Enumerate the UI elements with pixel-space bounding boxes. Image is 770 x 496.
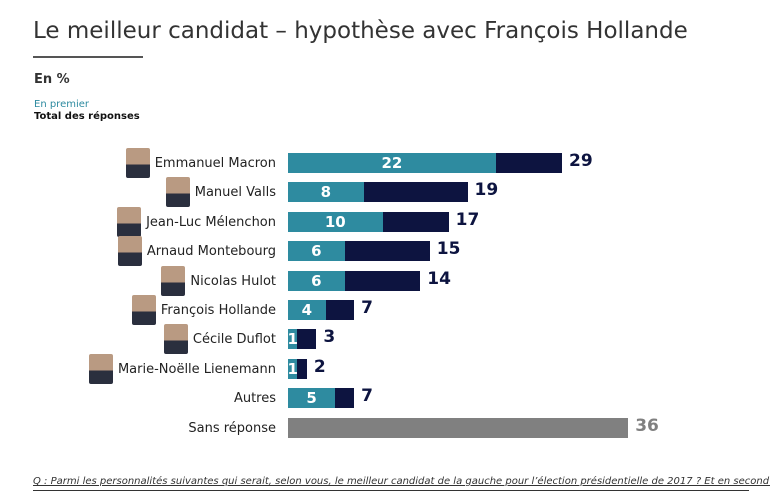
category-label: Manuel Valls [165, 177, 276, 207]
bar-row: Nicolas Hulot 6 14 [0, 266, 770, 296]
bar-first: 1 [287, 329, 298, 349]
bar-first: 5 [288, 388, 336, 408]
bar-row: Sans réponse 36 [0, 415, 770, 441]
category-name: Manuel Valls [194, 184, 276, 200]
chart-title: Le meilleur candidat – hypothèse avec Fr… [33, 18, 688, 44]
legend-first: En premier [34, 99, 90, 110]
candidate-photo [161, 266, 186, 296]
category-name: Marie-Noëlle Lienemann [117, 361, 276, 377]
category-label: Arnaud Montebourg [117, 236, 276, 266]
category-name: Cécile Duflot [192, 331, 276, 347]
category-label: Marie-Noëlle Lienemann [88, 354, 276, 384]
total-value-label: 3 [323, 327, 336, 347]
bar-row: François Hollande 4 7 [0, 295, 770, 325]
bar-row: Arnaud Montebourg 6 15 [0, 236, 770, 266]
bar-row: Manuel Valls 8 19 [0, 177, 770, 207]
total-value-label: 7 [361, 386, 373, 406]
bar-total [288, 418, 629, 438]
category-label: Cécile Duflot [163, 324, 276, 354]
category-label: Autres [234, 385, 276, 411]
bar-first: 4 [288, 300, 326, 320]
bar-row: Cécile Duflot 1 3 [0, 324, 770, 354]
total-value-label: 29 [569, 151, 593, 171]
bar-first: 22 [288, 153, 496, 173]
legend-total: Total des réponses [34, 111, 140, 122]
candidate-photo [125, 148, 150, 178]
category-label: Emmanuel Macron [125, 148, 276, 178]
category-name: Arnaud Montebourg [146, 243, 276, 259]
candidate-photo [88, 354, 113, 384]
category-label: Sans réponse [188, 415, 276, 441]
category-label: Jean-Luc Mélenchon [117, 207, 276, 237]
candidate-photo [131, 295, 156, 325]
total-value-label: 36 [635, 416, 659, 436]
total-value-label: 15 [436, 239, 461, 259]
candidate-photo [117, 236, 142, 266]
title-underline [33, 56, 143, 58]
category-label: François Hollande [131, 295, 276, 325]
unit-label: En % [34, 72, 70, 87]
bar-row: Emmanuel Macron 22 29 [0, 148, 770, 178]
category-name: François Hollande [160, 302, 276, 318]
category-name: Sans réponse [188, 420, 276, 436]
category-name: Nicolas Hulot [190, 273, 276, 289]
total-value-label: 7 [361, 298, 373, 318]
bar-first: 8 [288, 182, 364, 202]
bar-first: 10 [288, 212, 383, 232]
footer-rule [33, 490, 749, 491]
category-name: Autres [233, 390, 276, 406]
bar-row: Jean-Luc Mélenchon 10 17 [0, 207, 770, 237]
bar-first: 1 [287, 359, 298, 379]
total-value-label: 19 [474, 180, 499, 200]
bar-row: Marie-Noëlle Lienemann 1 2 [0, 354, 770, 384]
total-value-label: 17 [455, 210, 480, 230]
bar-first: 6 [288, 271, 345, 291]
total-value-label: 2 [313, 357, 326, 377]
category-name: Emmanuel Macron [154, 155, 276, 171]
candidate-photo [165, 177, 190, 207]
question-footnote: Q : Parmi les personnalités suivantes qu… [33, 476, 770, 487]
candidate-photo [117, 207, 142, 237]
category-label: Nicolas Hulot [161, 266, 276, 296]
bar-row: Autres 5 7 [0, 385, 770, 411]
total-value-label: 14 [427, 269, 451, 289]
bar-first: 6 [288, 241, 345, 261]
category-name: Jean-Luc Mélenchon [146, 214, 276, 230]
candidate-photo [163, 324, 188, 354]
